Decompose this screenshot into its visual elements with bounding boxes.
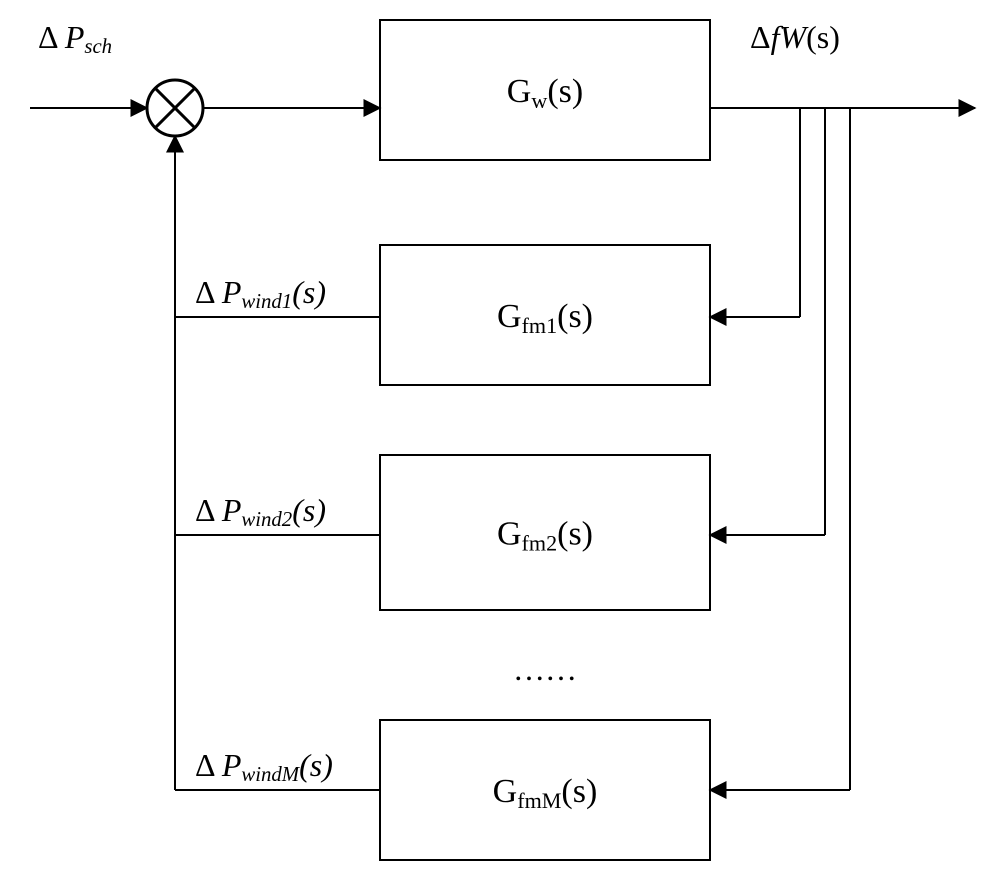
block-diagram: Gw(s)Gfm1(s)Gfm2(s)GfmM(s)Δ PschΔfW(s)Δ … — [0, 0, 1000, 895]
label-pwind2: Δ Pwind2(s) — [195, 492, 326, 531]
label-pwindm: Δ PwindM(s) — [195, 747, 333, 786]
label-delta-psch: Δ Psch — [38, 19, 112, 58]
ellipsis: …… — [513, 651, 577, 687]
label-delta-fw: ΔfW(s) — [750, 19, 840, 55]
label-pwind1: Δ Pwind1(s) — [195, 274, 326, 313]
